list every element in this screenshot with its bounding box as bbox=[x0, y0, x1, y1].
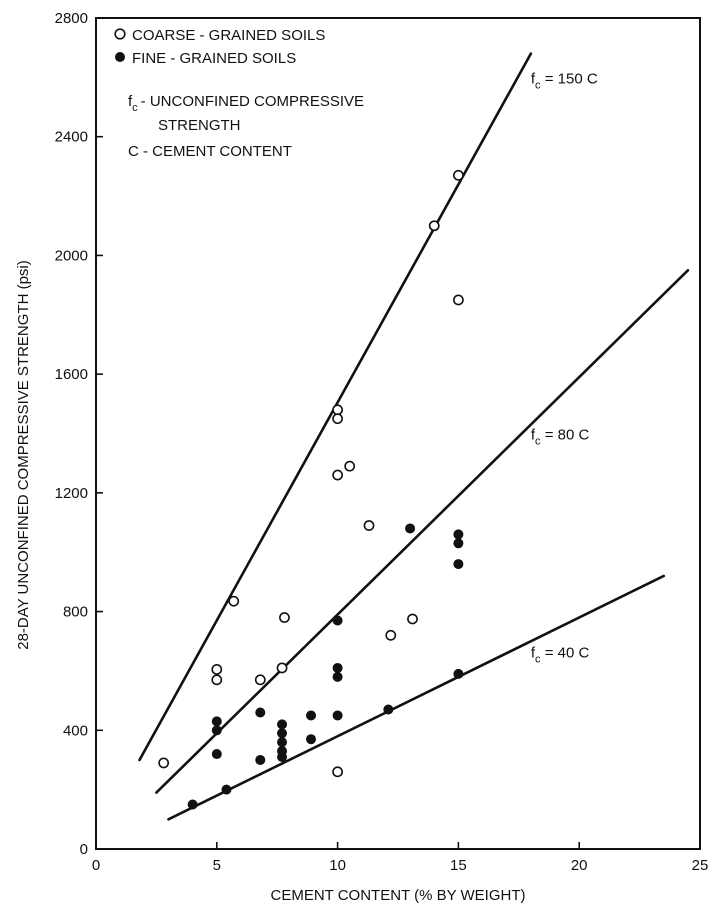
fine-grained-point bbox=[332, 710, 343, 721]
coarse-grained-point bbox=[452, 294, 464, 306]
fine-grained-point bbox=[405, 523, 416, 534]
coarse-grained-point bbox=[363, 520, 375, 531]
y-axis-ticks: 0 400 800 1200 1600 2000 2400 2800 bbox=[55, 10, 103, 858]
fit-line-label-equation: = 150 C bbox=[541, 70, 598, 87]
y-tick-label: 2800 bbox=[55, 10, 88, 27]
fine-grained-point bbox=[211, 716, 222, 727]
fine-grained-point bbox=[277, 737, 288, 748]
fit-line-label-symbol: f bbox=[531, 426, 536, 443]
coarse-grained-point bbox=[254, 674, 266, 686]
x-tick-label: 20 bbox=[571, 857, 588, 874]
legend-fc-text: - UNCONFINED COMPRESSIVE bbox=[141, 93, 364, 110]
coarse-grained-point bbox=[332, 404, 343, 416]
fine-grained-point bbox=[221, 784, 232, 795]
fit-line-label: fc = 40 C bbox=[531, 645, 590, 666]
coarse-grained-point bbox=[452, 169, 464, 181]
y-tick-label: 2000 bbox=[55, 247, 88, 264]
legend-fine-label: FINE - GRAINED SOILS bbox=[132, 50, 296, 67]
legend-fine-marker bbox=[115, 52, 125, 62]
y-tick-label: 1600 bbox=[55, 366, 88, 383]
y-tick-label: 2400 bbox=[55, 129, 88, 146]
coarse-grained-point bbox=[407, 613, 418, 625]
fit-line bbox=[167, 574, 666, 821]
coarse-grained-point bbox=[385, 629, 397, 641]
legend-fc-definition: fc - UNCONFINED COMPRESSIVE bbox=[128, 93, 364, 114]
y-tick-label: 1200 bbox=[55, 485, 88, 502]
line-labels: fc = 150 Cfc = 80 Cfc = 40 C bbox=[531, 70, 598, 665]
x-tick-label: 25 bbox=[692, 857, 709, 874]
fine-grained-point bbox=[453, 538, 464, 549]
fine-grained-point bbox=[211, 749, 222, 760]
coarse-grained-point bbox=[332, 469, 343, 481]
fit-line-label-equation: = 40 C bbox=[541, 645, 590, 662]
coarse-grained-point bbox=[332, 766, 343, 778]
fit-line-label: fc = 150 C bbox=[531, 70, 598, 91]
x-tick-label: 15 bbox=[450, 857, 467, 874]
coarse-grained-point bbox=[344, 460, 356, 472]
coarse-grained-point bbox=[211, 674, 223, 686]
legend-coarse-label: COARSE - GRAINED SOILS bbox=[132, 27, 325, 44]
x-axis-ticks: 0 5 10 15 20 25 bbox=[92, 842, 709, 874]
fine-grained-point bbox=[453, 559, 464, 570]
legend-c-definition: C - CEMENT CONTENT bbox=[128, 143, 292, 160]
fine-grained-point bbox=[255, 754, 266, 765]
fit-line-label-equation: = 80 C bbox=[541, 426, 590, 443]
plot-frame bbox=[95, 17, 701, 850]
fine-grained-point bbox=[453, 529, 464, 540]
fine-grained-point bbox=[383, 704, 394, 715]
fit-line-label-symbol: f bbox=[531, 645, 536, 662]
legend-coarse-marker bbox=[114, 28, 126, 40]
fit-lines bbox=[138, 52, 690, 821]
plot-border bbox=[95, 17, 701, 850]
fit-line-label-subscript: c bbox=[535, 435, 541, 447]
legend-fc-definition-line2: STRENGTH bbox=[158, 117, 241, 134]
coarse-grained-point bbox=[211, 664, 223, 675]
coarse-grained-point bbox=[158, 757, 170, 769]
coarse-grained-point bbox=[332, 413, 343, 425]
data-points bbox=[158, 169, 464, 810]
fit-line-label-subscript: c bbox=[535, 79, 541, 91]
x-tick-label: 0 bbox=[92, 857, 100, 874]
coarse-grained-point bbox=[279, 612, 290, 623]
y-axis-title: 28-DAY UNCONFINED COMPRESSIVE STRENGTH (… bbox=[15, 260, 32, 650]
fit-line-label-subscript: c bbox=[535, 654, 541, 666]
y-tick-label: 800 bbox=[63, 604, 88, 621]
coarse-grained-point bbox=[276, 662, 288, 674]
legend: COARSE - GRAINED SOILS FINE - GRAINED SO… bbox=[114, 27, 364, 160]
fine-grained-point bbox=[332, 615, 343, 626]
fine-grained-point bbox=[453, 668, 464, 679]
fine-grained-point bbox=[332, 671, 343, 682]
legend-fc-subscript: c bbox=[132, 102, 138, 114]
fine-grained-point bbox=[187, 799, 198, 810]
fine-grained-point bbox=[255, 707, 266, 718]
x-tick-label: 10 bbox=[329, 857, 346, 874]
fine-grained-point bbox=[277, 728, 288, 739]
fine-grained-point bbox=[332, 662, 343, 673]
fit-line-label: fc = 80 C bbox=[531, 426, 590, 447]
fine-grained-point bbox=[306, 710, 317, 721]
fine-grained-point bbox=[211, 725, 222, 736]
fine-grained-point bbox=[306, 734, 317, 745]
legend-fc-symbol: f bbox=[128, 93, 133, 110]
x-tick-label: 5 bbox=[213, 857, 221, 874]
coarse-grained-point bbox=[228, 595, 240, 607]
fine-grained-point bbox=[277, 719, 288, 730]
coarse-grained-point bbox=[428, 220, 440, 232]
y-tick-label: 400 bbox=[63, 722, 88, 739]
y-tick-label: 0 bbox=[80, 841, 88, 858]
fine-grained-point bbox=[277, 751, 288, 762]
fit-line bbox=[155, 268, 690, 794]
x-axis-title: CEMENT CONTENT (% BY WEIGHT) bbox=[270, 887, 525, 904]
fit-line-label-symbol: f bbox=[531, 70, 536, 87]
